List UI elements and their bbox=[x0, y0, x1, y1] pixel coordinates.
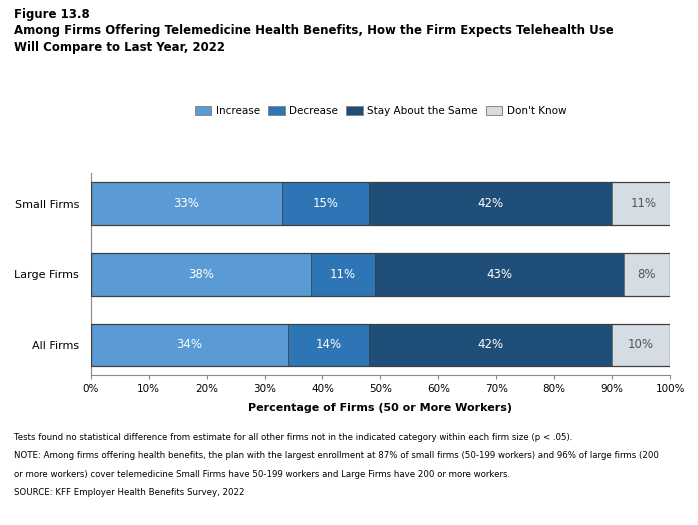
Bar bbox=[311, 253, 375, 296]
Bar bbox=[91, 183, 676, 225]
Text: 10%: 10% bbox=[628, 339, 654, 351]
Text: 14%: 14% bbox=[315, 339, 341, 351]
Bar bbox=[91, 253, 670, 296]
Bar bbox=[375, 253, 624, 296]
Text: Figure 13.8: Figure 13.8 bbox=[14, 8, 90, 21]
Text: 43%: 43% bbox=[487, 268, 512, 281]
X-axis label: Percentage of Firms (50 or More Workers): Percentage of Firms (50 or More Workers) bbox=[248, 403, 512, 413]
Text: 42%: 42% bbox=[477, 339, 503, 351]
Bar bbox=[288, 324, 369, 366]
Text: Tests found no statistical difference from estimate for all other firms not in t: Tests found no statistical difference fr… bbox=[14, 433, 572, 442]
Bar bbox=[624, 253, 670, 296]
Bar bbox=[91, 324, 670, 366]
Text: or more workers) cover telemedicine Small Firms have 50-199 workers and Large Fi: or more workers) cover telemedicine Smal… bbox=[14, 470, 510, 479]
Text: 34%: 34% bbox=[176, 339, 202, 351]
Text: NOTE: Among firms offering health benefits, the plan with the largest enrollment: NOTE: Among firms offering health benefi… bbox=[14, 452, 659, 460]
Bar bbox=[91, 324, 288, 366]
Text: Among Firms Offering Telemedicine Health Benefits, How the Firm Expects Teleheal: Among Firms Offering Telemedicine Health… bbox=[14, 24, 614, 37]
Text: 38%: 38% bbox=[188, 268, 214, 281]
Text: 15%: 15% bbox=[313, 197, 339, 210]
Bar bbox=[369, 183, 612, 225]
Bar bbox=[369, 324, 612, 366]
Bar bbox=[612, 183, 676, 225]
Bar bbox=[91, 253, 311, 296]
Text: 11%: 11% bbox=[631, 197, 657, 210]
Text: 11%: 11% bbox=[329, 268, 356, 281]
Bar bbox=[612, 324, 670, 366]
Text: 33%: 33% bbox=[173, 197, 199, 210]
Bar bbox=[91, 183, 282, 225]
Text: 8%: 8% bbox=[638, 268, 656, 281]
Legend: Increase, Decrease, Stay About the Same, Don't Know: Increase, Decrease, Stay About the Same,… bbox=[191, 102, 570, 120]
Text: Will Compare to Last Year, 2022: Will Compare to Last Year, 2022 bbox=[14, 41, 225, 54]
Text: SOURCE: KFF Employer Health Benefits Survey, 2022: SOURCE: KFF Employer Health Benefits Sur… bbox=[14, 488, 244, 497]
Bar bbox=[282, 183, 369, 225]
Text: 42%: 42% bbox=[477, 197, 503, 210]
